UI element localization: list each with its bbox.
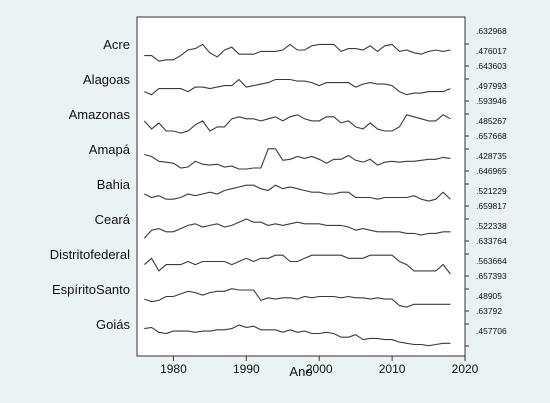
x-axis-title: Ano (289, 364, 312, 379)
series-line (143, 114, 451, 134)
x-tick-label: 2020 (452, 362, 479, 376)
x-tick-label: 2010 (379, 362, 406, 376)
panel-3: Amapá .657668 .428735 (89, 131, 507, 172)
panel-group: Acre.632968.476017Alagoas.643603.497993A… (50, 26, 507, 347)
series-line (144, 288, 451, 308)
y-tick-label-min: .457706 (476, 326, 507, 336)
series-line (144, 324, 451, 347)
x-axis: 1980 1990 2000 2010 2020 (160, 356, 479, 376)
panel-8: Goiás .63792 .457706 (96, 306, 507, 347)
y-tick-label-min: .522338 (476, 221, 507, 231)
x-tick-label: 1990 (233, 362, 260, 376)
y-tick-label-max: .632968 (476, 26, 507, 36)
panel-label: Distritofederal (50, 247, 130, 262)
x-tick-label: 2000 (306, 362, 333, 376)
y-tick-label-max: .633764 (476, 236, 507, 246)
y-tick-label-max: .659817 (476, 201, 507, 211)
y-tick-label-max: .646965 (476, 166, 507, 176)
panel-label: Acre (103, 37, 130, 52)
y-tick-label-max: .593946 (476, 96, 507, 106)
series-line (143, 218, 451, 239)
panel-label: Bahia (97, 177, 131, 192)
y-tick-label-min: .563664 (476, 256, 507, 266)
y-tick-label-max: .657668 (476, 131, 507, 141)
series-line (144, 148, 451, 170)
panel-1: Alagoas .643603 .497993 (83, 61, 507, 102)
y-tick-label-max: .657393 (476, 271, 507, 281)
panel-4: Bahia .646965 .521229 (97, 166, 507, 207)
panel-label: Amazonas (69, 107, 131, 122)
y-tick-label-min: .521229 (476, 186, 507, 196)
panel-label: EspíritoSanto (52, 282, 130, 297)
series-line (144, 184, 451, 202)
y-tick-label-min: .476017 (476, 46, 507, 56)
y-tick-label-max: .643603 (476, 61, 507, 71)
series-line (144, 43, 451, 62)
y-tick-label-max: .63792 (476, 306, 502, 316)
panel-5: Ceará .659817 .522338 (95, 201, 507, 242)
x-tick-label: 1980 (160, 362, 187, 376)
y-tick-label-min: .48905 (476, 291, 502, 301)
panel-label: Ceará (95, 212, 131, 227)
y-tick-label-min: .428735 (476, 151, 507, 161)
panel-label: Amapá (89, 142, 131, 157)
panel-7: EspíritoSanto .657393 .48905 (52, 271, 507, 312)
y-tick-label-min: .497993 (476, 81, 507, 91)
plot-area (136, 16, 466, 357)
panel-0: Acre .632968 .476017 (103, 26, 507, 67)
panel-6: Distritofederal .633764 .563664 (50, 236, 507, 277)
series-line (144, 78, 451, 96)
panel-label: Goiás (96, 317, 130, 332)
panel-2: Amazonas .593946 .485267 (69, 96, 507, 137)
series-line (143, 254, 451, 275)
y-tick-label-min: .485267 (476, 116, 507, 126)
panel-label: Alagoas (83, 72, 130, 87)
